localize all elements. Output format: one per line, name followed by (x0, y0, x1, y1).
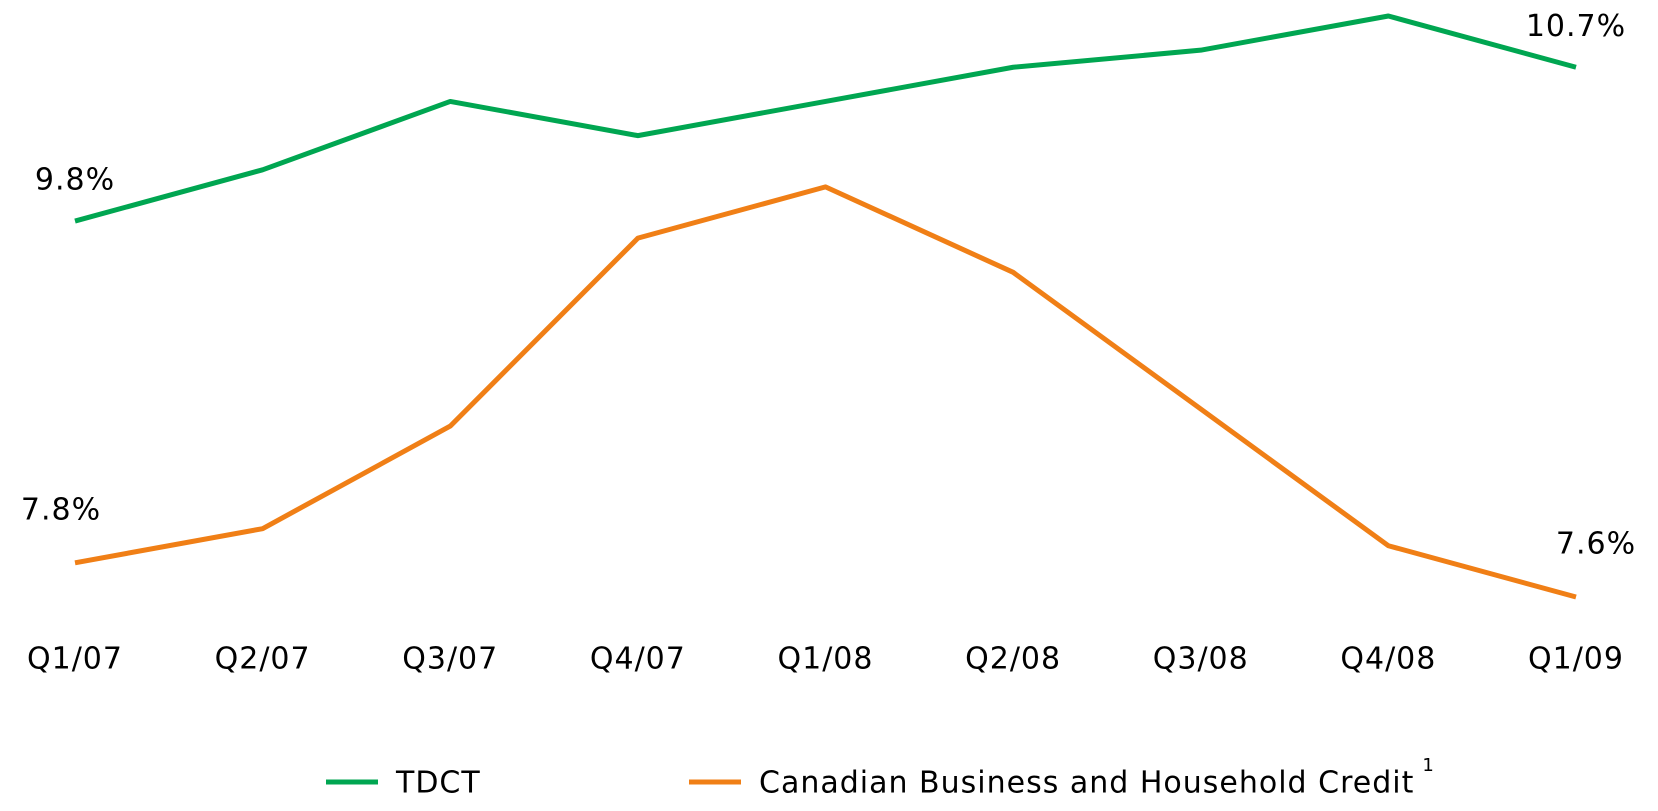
x-tick-label: Q1/07 (27, 642, 123, 677)
legend-footnote: 1 (1422, 755, 1434, 776)
legend-label: TDCT (395, 766, 481, 801)
value-label: 7.6% (1556, 527, 1636, 562)
value-label: 10.7% (1526, 9, 1626, 44)
x-tick-label: Q3/07 (402, 642, 498, 677)
series-line (74, 184, 1577, 600)
series-line (74, 13, 1577, 224)
legend-label: Canadian Business and Household Credit (759, 766, 1414, 801)
x-tick-label: Q2/08 (965, 642, 1061, 677)
x-tick-label: Q4/08 (1340, 642, 1436, 677)
x-tick-label: Q2/07 (215, 642, 311, 677)
x-tick-label: Q1/09 (1528, 642, 1624, 677)
x-tick-label: Q3/08 (1153, 642, 1249, 677)
value-label: 9.8% (35, 163, 115, 198)
x-tick-label: Q1/08 (778, 642, 874, 677)
value-label: 7.8% (21, 492, 101, 527)
x-tick-label: Q4/07 (590, 642, 686, 677)
